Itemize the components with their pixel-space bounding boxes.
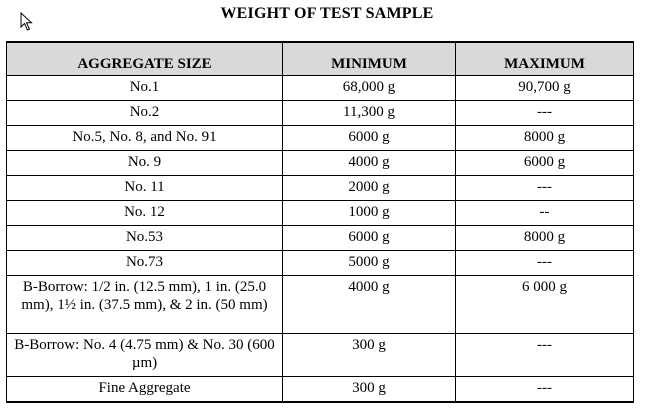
table-row: No.2 11,300 g --- xyxy=(6,100,634,126)
aggregate-size-cell: Fine Aggregate xyxy=(6,376,283,403)
table-row: No. 9 4000 g 6000 g xyxy=(6,150,634,176)
table-row: No. 11 2000 g --- xyxy=(6,175,634,201)
table-row: No. 12 1000 g -- xyxy=(6,200,634,226)
minimum-cell: 300 g xyxy=(282,333,456,377)
minimum-cell: 6000 g xyxy=(282,225,456,251)
minimum-cell: 4000 g xyxy=(282,275,456,334)
maximum-cell: --- xyxy=(455,333,634,377)
table-row: No.5, No. 8, and No. 91 6000 g 8000 g xyxy=(6,125,634,151)
minimum-cell: 1000 g xyxy=(282,200,456,226)
maximum-cell: -- xyxy=(455,200,634,226)
maximum-cell: --- xyxy=(455,100,634,126)
aggregate-size-cell: B-Borrow: No. 4 (4.75 mm) & No. 30 (600 … xyxy=(6,333,283,377)
mouse-pointer-icon xyxy=(20,12,33,31)
test-sample-weight-table: AGGREGATE SIZE MINIMUM MAXIMUM No.1 68,0… xyxy=(6,41,634,403)
minimum-cell: 11,300 g xyxy=(282,100,456,126)
aggregate-size-cell: No.1 xyxy=(6,75,283,101)
table-row: No.53 6000 g 8000 g xyxy=(6,225,634,251)
minimum-cell: 68,000 g xyxy=(282,75,456,101)
table-row: No.73 5000 g --- xyxy=(6,250,634,276)
aggregate-size-cell: No.53 xyxy=(6,225,283,251)
header-aggregate-size: AGGREGATE SIZE xyxy=(6,41,283,76)
minimum-cell: 6000 g xyxy=(282,125,456,151)
table-row: No.1 68,000 g 90,700 g xyxy=(6,75,634,101)
maximum-cell: --- xyxy=(455,250,634,276)
aggregate-size-cell: No.2 xyxy=(6,100,283,126)
table-row: B-Borrow: 1/2 in. (12.5 mm), 1 in. (25.0… xyxy=(6,275,634,334)
maximum-cell: 8000 g xyxy=(455,125,634,151)
maximum-cell: --- xyxy=(455,376,634,403)
document-title: WEIGHT OF TEST SAMPLE xyxy=(220,5,434,22)
minimum-cell: 5000 g xyxy=(282,250,456,276)
maximum-cell: 6 000 g xyxy=(455,275,634,334)
minimum-cell: 2000 g xyxy=(282,175,456,201)
maximum-cell: 90,700 g xyxy=(455,75,634,101)
aggregate-size-cell: No.73 xyxy=(6,250,283,276)
table-row: Fine Aggregate 300 g --- xyxy=(6,376,634,403)
maximum-cell: 6000 g xyxy=(455,150,634,176)
table-header-row: AGGREGATE SIZE MINIMUM MAXIMUM xyxy=(6,41,634,76)
minimum-cell: 300 g xyxy=(282,376,456,403)
aggregate-size-cell: No.5, No. 8, and No. 91 xyxy=(6,125,283,151)
maximum-cell: --- xyxy=(455,175,634,201)
minimum-cell: 4000 g xyxy=(282,150,456,176)
aggregate-size-cell: No. 12 xyxy=(6,200,283,226)
header-minimum: MINIMUM xyxy=(282,41,456,76)
aggregate-size-cell: No. 9 xyxy=(6,150,283,176)
header-maximum: MAXIMUM xyxy=(455,41,634,76)
table-row: B-Borrow: No. 4 (4.75 mm) & No. 30 (600 … xyxy=(6,333,634,377)
aggregate-size-cell: B-Borrow: 1/2 in. (12.5 mm), 1 in. (25.0… xyxy=(6,275,283,334)
maximum-cell: 8000 g xyxy=(455,225,634,251)
aggregate-size-cell: No. 11 xyxy=(6,175,283,201)
